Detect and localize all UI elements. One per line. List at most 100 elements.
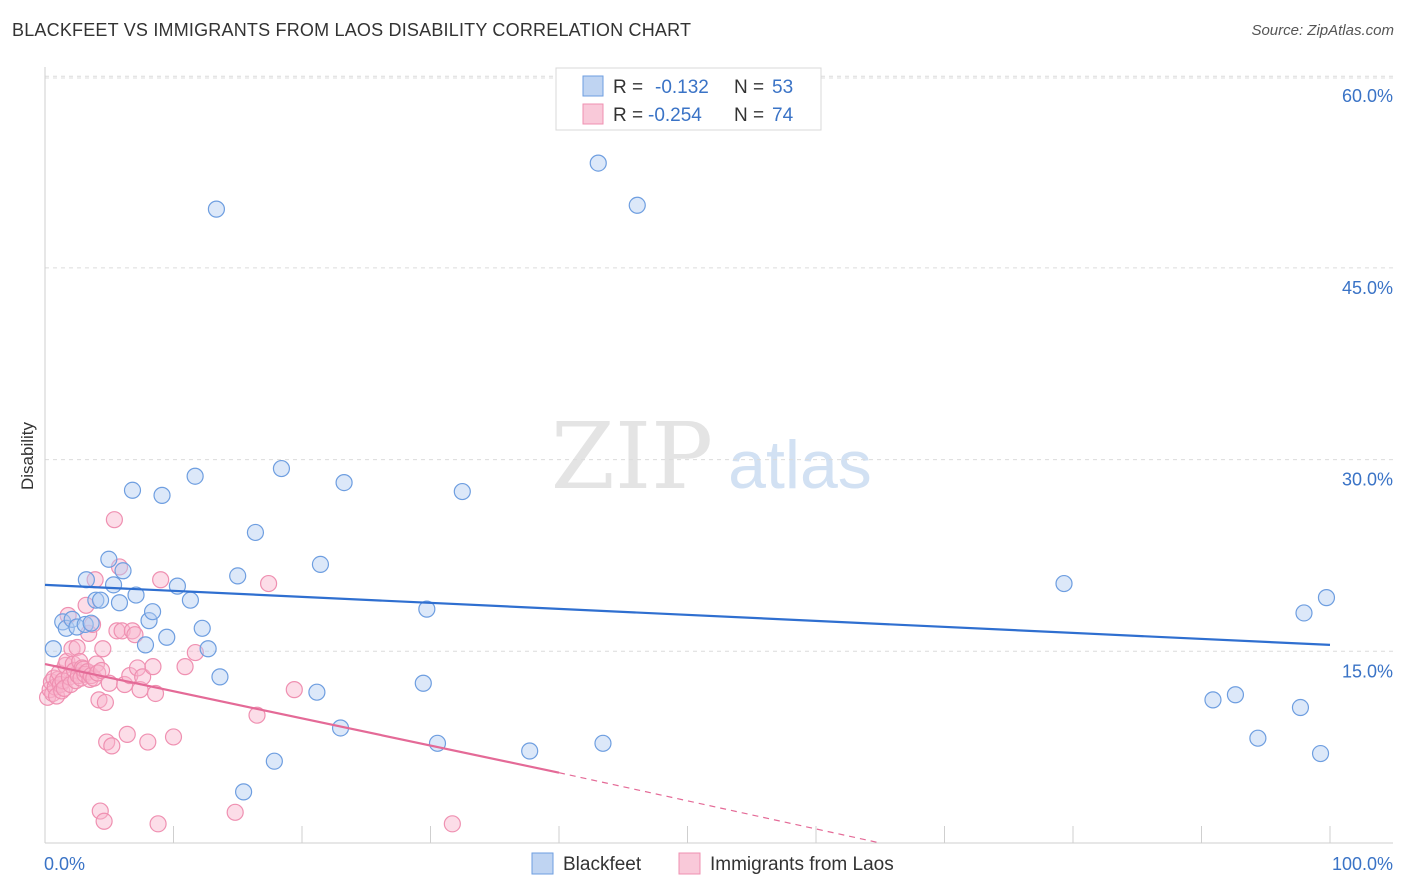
point-blackfeet <box>1311 744 1330 763</box>
point-immigrants-from-laos <box>91 802 109 820</box>
point-blackfeet <box>308 683 326 701</box>
y-tick-label: 15.0% <box>1342 661 1393 681</box>
point-immigrants-from-laos <box>164 728 183 746</box>
point-blackfeet <box>272 459 291 478</box>
legend-n-label-2: N = <box>734 105 764 126</box>
point-blackfeet <box>82 614 100 632</box>
y-tick-label: 60.0% <box>1342 86 1393 106</box>
bottom-legend-label-laos: Immigrants from Laos <box>710 854 894 875</box>
point-immigrants-from-laos <box>186 643 204 662</box>
point-blackfeet <box>229 567 247 585</box>
chart-title: BLACKFEET VS IMMIGRANTS FROM LAOS DISABI… <box>12 20 692 40</box>
point-immigrants-from-laos <box>126 626 144 644</box>
point-blackfeet <box>1317 589 1336 607</box>
point-immigrants-from-laos <box>248 706 266 724</box>
point-immigrants-from-laos <box>443 815 461 833</box>
point-blackfeet <box>127 586 145 604</box>
bottom-legend-swatch-blackfeet <box>531 852 554 875</box>
point-immigrants-from-laos <box>259 574 278 593</box>
point-blackfeet <box>114 562 132 580</box>
point-blackfeet <box>44 640 62 658</box>
legend-r-label-2: R = <box>613 105 643 126</box>
bottom-legend-label-blackfeet: Blackfeet <box>563 854 642 875</box>
point-blackfeet <box>87 591 105 609</box>
y-axis-label: Disability <box>18 421 37 490</box>
point-blackfeet <box>181 591 200 609</box>
point-blackfeet <box>311 555 330 573</box>
point-immigrants-from-laos <box>105 511 123 529</box>
point-immigrants-from-laos <box>139 733 157 751</box>
point-immigrants-from-laos <box>96 693 114 712</box>
point-immigrants-from-laos <box>149 815 167 833</box>
legend-r-value-2: -0.254 <box>648 105 702 126</box>
point-immigrants-from-laos <box>152 571 170 589</box>
point-blackfeet <box>1291 698 1310 717</box>
tick-labels: 15.0% 30.0% 45.0% 60.0% 0.0% 100.0% <box>44 86 1393 874</box>
watermark-atlas: atlas <box>728 427 872 503</box>
point-immigrants-from-laos <box>176 658 194 676</box>
y-tick-label: 45.0% <box>1342 278 1393 298</box>
point-immigrants-from-laos <box>285 681 303 699</box>
point-blackfeet <box>140 612 158 630</box>
legend-r-value-1: -0.132 <box>655 77 709 98</box>
point-blackfeet <box>207 200 226 218</box>
point-blackfeet <box>453 482 471 501</box>
point-blackfeet <box>211 668 229 686</box>
legend-n-value-1: 53 <box>772 77 793 98</box>
point-blackfeet <box>235 783 253 801</box>
point-blackfeet <box>414 674 432 692</box>
y-tick-label: 30.0% <box>1342 470 1393 490</box>
point-blackfeet <box>158 628 176 646</box>
point-blackfeet <box>91 591 110 609</box>
point-immigrants-from-laos <box>226 803 244 821</box>
point-blackfeet <box>418 600 436 618</box>
point-immigrants-from-laos <box>103 737 121 755</box>
point-blackfeet <box>1055 574 1073 593</box>
point-blackfeet <box>153 486 171 504</box>
legend-n-label-1: N = <box>734 77 764 98</box>
point-blackfeet <box>110 594 129 612</box>
point-blackfeet <box>76 615 94 634</box>
point-blackfeet <box>193 619 211 637</box>
bottom-legend: Blackfeet Immigrants from Laos <box>531 852 894 875</box>
legend-r-label-1: R = <box>613 77 643 98</box>
point-blackfeet <box>123 481 142 499</box>
point-blackfeet <box>589 154 607 172</box>
point-immigrants-from-laos <box>146 684 165 703</box>
trendline-blackfeet <box>44 583 1331 647</box>
point-blackfeet <box>521 742 539 760</box>
point-blackfeet <box>1295 604 1313 622</box>
legend-swatch-blackfeet <box>582 75 604 97</box>
point-blackfeet <box>594 734 612 752</box>
trendline-immigrants-from-laos <box>44 663 560 774</box>
point-blackfeet <box>1204 691 1222 709</box>
point-blackfeet <box>186 467 204 485</box>
point-immigrants-from-laos <box>68 638 86 657</box>
point-blackfeet <box>199 640 217 658</box>
grid-lines <box>45 75 1393 652</box>
point-immigrants-from-laos <box>95 812 113 830</box>
point-blackfeet <box>77 571 95 589</box>
legend-swatch-laos <box>582 103 604 125</box>
series-blackfeet <box>44 154 1336 801</box>
point-blackfeet <box>628 196 646 214</box>
point-blackfeet <box>1249 729 1267 747</box>
point-immigrants-from-laos <box>118 725 136 743</box>
point-blackfeet <box>143 603 162 621</box>
trend-lines <box>44 583 1331 844</box>
axes <box>44 67 1393 844</box>
watermark-zip: ZIP <box>551 403 713 510</box>
point-blackfeet <box>100 550 118 568</box>
point-blackfeet <box>1226 686 1245 704</box>
point-blackfeet <box>246 523 265 542</box>
point-blackfeet <box>335 474 353 492</box>
top-legend: R = -0.132 N = 53 R = -0.254 N = 74 <box>555 67 822 131</box>
legend-n-value-2: 74 <box>772 105 794 126</box>
x-tick-label-max: 100.0% <box>1332 854 1393 874</box>
x-tick-label-min: 0.0% <box>44 854 85 874</box>
point-immigrants-from-laos <box>94 640 112 658</box>
point-immigrants-from-laos <box>144 658 162 676</box>
point-blackfeet <box>104 576 123 594</box>
bottom-legend-swatch-laos <box>678 852 701 875</box>
